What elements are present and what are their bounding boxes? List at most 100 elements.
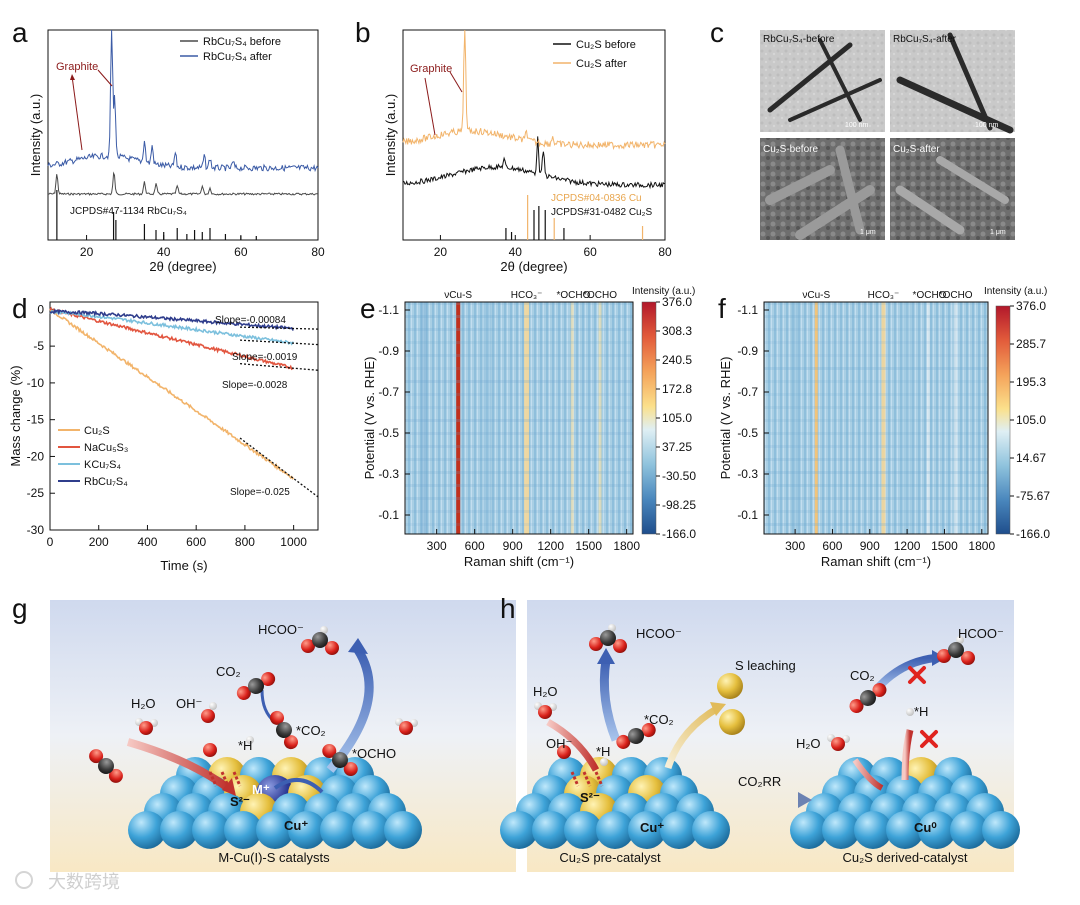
hydrogen-atom: [608, 624, 616, 632]
y-tick-label: -0.5: [737, 426, 758, 440]
label-h-sleaching: S leaching: [735, 658, 796, 673]
mass-line-0: [49, 308, 295, 480]
x-ticks-b: 20 40 60 80: [434, 235, 672, 259]
colorbar-tick-label: 376.0: [662, 295, 692, 309]
xrd-curves-b: [402, 29, 666, 190]
fit-line-2: [239, 339, 319, 346]
catalyst-surface-h-derived: [790, 757, 1020, 849]
copper-atom: [886, 811, 924, 849]
potential-row: [405, 497, 633, 500]
copper-atom: [854, 811, 892, 849]
y-tick-label: -0.7: [378, 385, 399, 399]
copper-atom: [950, 811, 988, 849]
x-tick-label: 600: [822, 539, 842, 553]
ticks-e: 300 600 900 1200 1500 1800 -1.1 -0.9 -0.7 -0.5 -0.…: [378, 303, 640, 553]
x-tick-label: 1800: [968, 539, 995, 553]
hydroxide-hydrogen: [209, 702, 217, 710]
carbon-atom: [628, 728, 644, 744]
label-h-oh: OH⁻: [546, 736, 572, 751]
graphite-label-a: Graphite: [56, 61, 98, 73]
peak-label-3: *OCHO: [583, 290, 617, 301]
potential-row: [764, 354, 988, 357]
x-tick-label: 0: [47, 535, 54, 549]
reaction-arrow-g-water: [126, 738, 231, 792]
caption-g: M-Cu(I)-S catalysts: [218, 850, 330, 865]
xrd-curves-a: [47, 29, 319, 196]
peak-label-3: *OCHO: [939, 290, 973, 301]
label-cu2s-before: Cu₂S-before: [763, 144, 818, 155]
peak-labels-e: νCu-S HCO₃⁻ *OCHO*OCHO: [444, 290, 617, 301]
oxygen-atom: [322, 744, 337, 759]
graphite-label-b: Graphite: [410, 63, 452, 75]
copper-atom: [320, 811, 358, 849]
panel-letter-e: e: [360, 293, 376, 324]
nanorods-rb-before: [767, 38, 882, 122]
axes-d: 0 200 400 600 800 1000 0 -5 -10 -15 -20 -25 -30: [27, 302, 308, 549]
oxygen-atom: [961, 651, 975, 665]
caption-h-derived: Cu₂S derived-catalyst: [843, 850, 968, 865]
colorbar-tick-label: 240.5: [662, 353, 692, 367]
reaction-arrow-g-transfer: [273, 778, 324, 794]
colorbar-tick-label: -166.0: [1016, 527, 1050, 541]
plot-frame-d: [49, 301, 319, 531]
scale-rb-after: 100 nm: [975, 122, 999, 129]
co2-molecule: [89, 749, 123, 783]
formate-molecule: [301, 626, 339, 655]
label-g-co2-ads: *CO₂: [296, 723, 326, 738]
colorbar-tick-label: 172.8: [662, 382, 692, 396]
x-tick-label: 1200: [537, 539, 564, 553]
y-tick-label: -1.1: [737, 303, 758, 317]
carbon-atom: [948, 642, 964, 658]
legend-label-2: KCu₇S₄: [84, 459, 122, 471]
blocked-mark-1: [908, 666, 926, 684]
heatmap-f: [764, 302, 988, 534]
potential-row: [764, 523, 988, 526]
mass-line-3: [49, 308, 294, 331]
co2-molecule-2: [236, 672, 276, 700]
heatmap-e: [405, 302, 633, 534]
reaction-arrow-h-formate: [599, 659, 621, 742]
legend-b-after: Cu₂S after: [576, 58, 627, 70]
adsorbed-hydrogen: [246, 736, 254, 744]
oxygen-atom: [301, 639, 315, 653]
graphite-arrowhead-a1: [70, 74, 75, 80]
colorbar-tick-label: 285.7: [1016, 337, 1046, 351]
colorbar-tick-label: 376.0: [1016, 299, 1046, 313]
raman-band-3: [598, 302, 602, 534]
copper-atom: [822, 811, 860, 849]
sulfur-atom-2: [719, 709, 745, 735]
ticks-f: 300 600 900 1200 1500 1800 -1.1 -0.9 -0.7 -0.5 -0.…: [737, 303, 995, 553]
colorbar-tick-label: -98.25: [662, 498, 696, 512]
reaction-arrow-h-water: [546, 718, 600, 772]
h-bond-h-0: [570, 771, 580, 787]
panel-letter-h: h: [500, 593, 516, 624]
heatmap-frame-e: [404, 301, 634, 535]
x-tick-label: 300: [785, 539, 805, 553]
potential-row: [405, 406, 633, 409]
colorbar-tick-label: 37.25: [662, 440, 692, 454]
y-label-f: Potential (V vs. RHE): [718, 357, 733, 480]
potential-row: [405, 393, 633, 396]
mass-curves-d: Slope=-0.025 Slope=-0.0028 Slope=-0.0019 Sl…: [49, 306, 319, 498]
peak-label-0: νCu-S: [802, 290, 830, 301]
adsorbed-oh-oxygen: [203, 743, 217, 757]
raman-band-3: [954, 302, 958, 534]
ref-label-a: JCPDS#47-1134 RbCu₇S₄: [70, 206, 187, 217]
legend-label-1: NaCu₅S₃: [84, 442, 128, 454]
colorbar-title-e: Intensity (a.u.): [632, 286, 695, 297]
x-tick-label: 1800: [613, 539, 640, 553]
potential-row: [405, 328, 633, 331]
copper-atom: [596, 811, 634, 849]
x-tick-label: 800: [235, 535, 255, 549]
raman-band-2: [570, 302, 574, 534]
potential-row: [405, 380, 633, 383]
oxygen-atom: [937, 649, 951, 663]
copper-atom: [982, 811, 1020, 849]
graphite-arrow-b2: [449, 71, 463, 93]
peak-label-1: HCO₃⁻: [511, 290, 543, 301]
y-label-b: Intensity (a.u.): [383, 94, 398, 176]
x-tick-label: 900: [860, 539, 880, 553]
label-g-ocho: *OCHO: [352, 746, 396, 761]
label-h-co2rr: CO₂RR: [738, 774, 781, 789]
